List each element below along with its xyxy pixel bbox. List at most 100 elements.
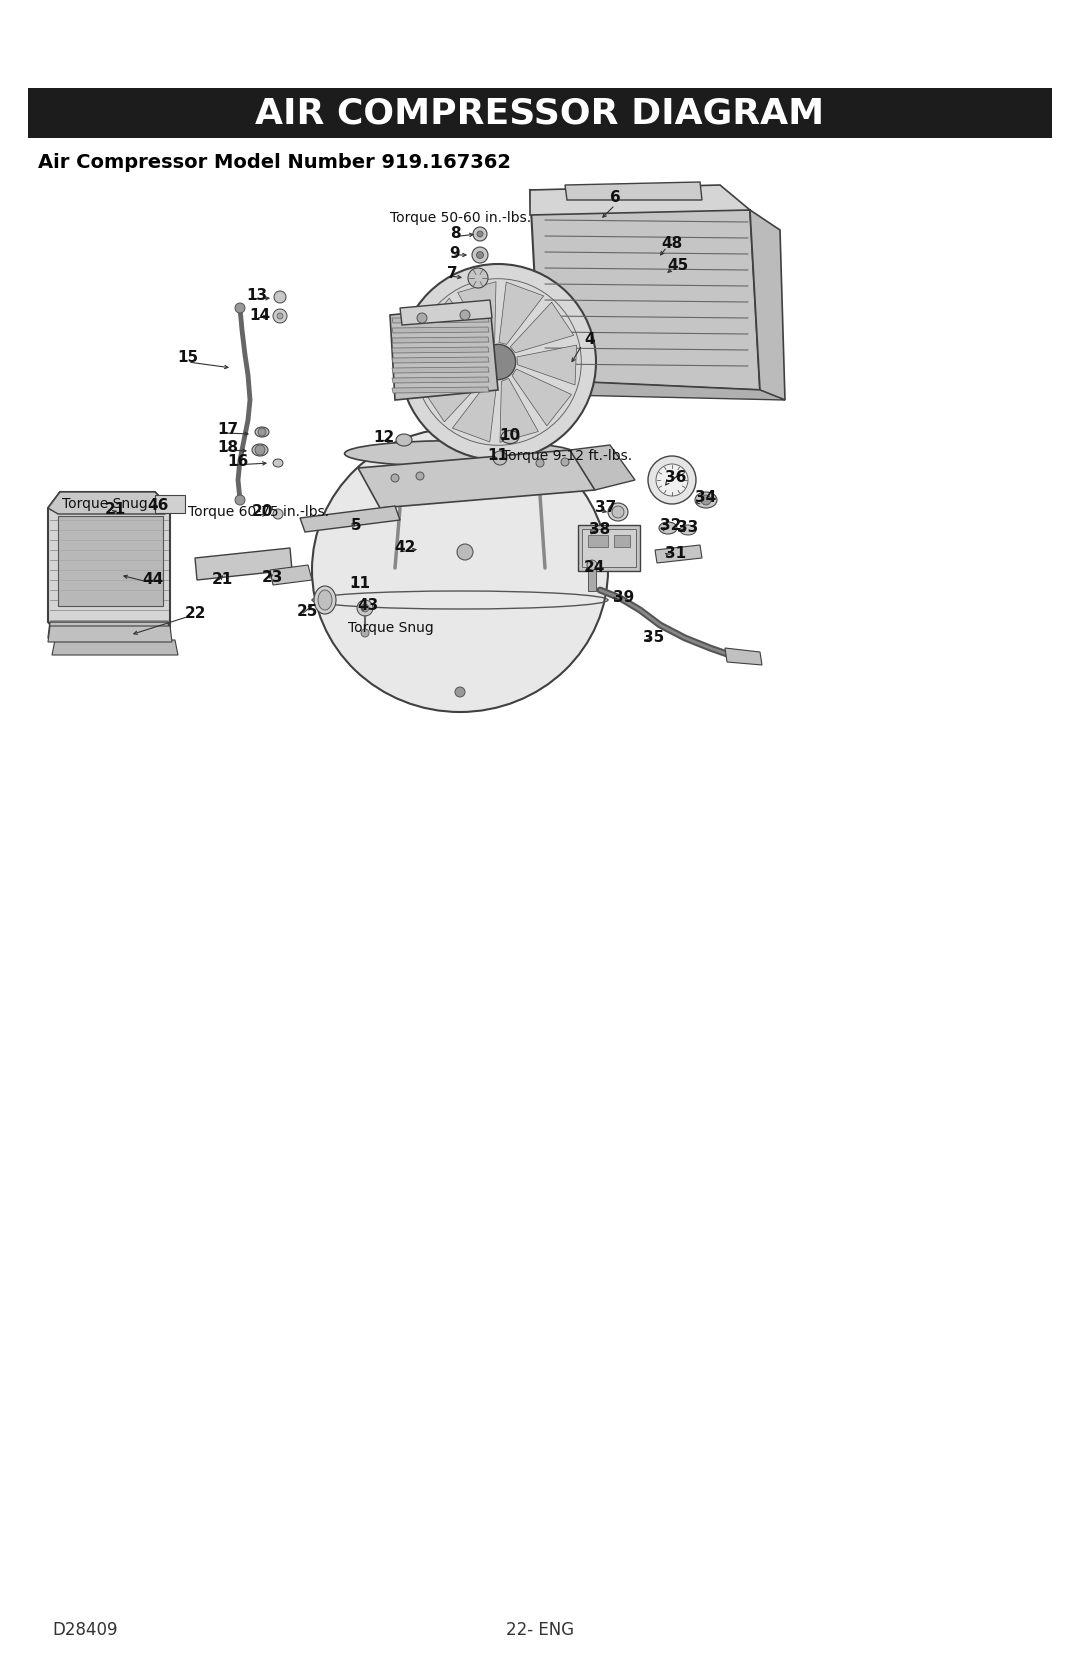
Bar	[615, 536, 630, 547]
Polygon shape	[500, 379, 538, 442]
Bar	[588, 566, 596, 591]
Circle shape	[648, 456, 696, 504]
Polygon shape	[195, 547, 292, 581]
Circle shape	[400, 264, 596, 461]
Circle shape	[417, 314, 427, 324]
Circle shape	[492, 451, 507, 466]
Ellipse shape	[314, 586, 336, 614]
Circle shape	[361, 604, 369, 613]
Polygon shape	[392, 317, 489, 324]
Text: 17: 17	[217, 422, 239, 437]
Polygon shape	[499, 282, 543, 344]
Text: 46: 46	[147, 497, 168, 512]
Polygon shape	[392, 367, 489, 372]
Text: 34: 34	[696, 491, 717, 506]
Polygon shape	[530, 190, 760, 391]
Polygon shape	[512, 369, 571, 426]
Ellipse shape	[696, 492, 717, 507]
Text: 43: 43	[357, 599, 379, 614]
Text: 33: 33	[677, 521, 699, 536]
Circle shape	[612, 506, 624, 517]
Text: 32: 32	[660, 519, 681, 534]
Circle shape	[273, 509, 283, 519]
Circle shape	[561, 457, 569, 466]
Bar	[156, 496, 185, 512]
Text: 22: 22	[186, 606, 206, 621]
Text: 36: 36	[665, 471, 687, 486]
Text: Torque 50-60 in.-lbs.: Torque 50-60 in.-lbs.	[390, 210, 531, 225]
Text: 44: 44	[143, 572, 164, 587]
Circle shape	[656, 464, 688, 496]
Text: 5: 5	[351, 517, 362, 532]
Bar	[58, 516, 163, 606]
Polygon shape	[400, 300, 492, 325]
Circle shape	[468, 269, 488, 289]
Polygon shape	[419, 339, 480, 379]
Circle shape	[258, 427, 266, 436]
Polygon shape	[517, 345, 577, 386]
Polygon shape	[654, 546, 702, 562]
Polygon shape	[511, 302, 573, 352]
Circle shape	[357, 599, 373, 616]
Circle shape	[457, 544, 473, 561]
Bar	[578, 526, 640, 571]
Circle shape	[481, 344, 515, 379]
Circle shape	[274, 290, 286, 304]
Text: Torque Snug: Torque Snug	[348, 621, 434, 634]
Text: 20: 20	[252, 504, 272, 519]
Text: Torque 9-12 ft.-lbs.: Torque 9-12 ft.-lbs.	[502, 449, 632, 462]
Text: 8: 8	[449, 225, 460, 240]
Text: 38: 38	[590, 522, 610, 537]
Circle shape	[455, 688, 465, 698]
Polygon shape	[458, 282, 496, 345]
Ellipse shape	[252, 444, 268, 456]
Bar	[28, 88, 1052, 139]
Text: 37: 37	[595, 501, 617, 516]
Ellipse shape	[501, 431, 519, 444]
Circle shape	[276, 314, 283, 319]
Polygon shape	[530, 185, 750, 215]
Text: Air Compressor Model Number 919.167362: Air Compressor Model Number 919.167362	[38, 152, 511, 172]
Circle shape	[477, 230, 483, 237]
Text: 22- ENG: 22- ENG	[505, 1621, 575, 1639]
Polygon shape	[392, 337, 489, 344]
Ellipse shape	[255, 427, 269, 437]
Circle shape	[391, 474, 399, 482]
Circle shape	[588, 561, 597, 571]
Polygon shape	[422, 371, 486, 422]
Ellipse shape	[608, 502, 627, 521]
Text: 35: 35	[644, 631, 664, 646]
Text: 15: 15	[177, 350, 199, 366]
Text: 12: 12	[374, 429, 394, 444]
Text: 45: 45	[667, 257, 689, 272]
Polygon shape	[392, 347, 489, 354]
Polygon shape	[48, 492, 170, 514]
Text: Torque 60-75 in.-lbs.: Torque 60-75 in.-lbs.	[188, 506, 329, 519]
Circle shape	[273, 309, 287, 324]
Polygon shape	[357, 451, 595, 507]
Text: 31: 31	[665, 546, 687, 561]
Ellipse shape	[659, 522, 677, 534]
Text: 7: 7	[447, 265, 457, 280]
Ellipse shape	[680, 526, 696, 536]
Ellipse shape	[345, 441, 576, 467]
Text: D28409: D28409	[52, 1621, 118, 1639]
Polygon shape	[390, 305, 498, 401]
Text: 16: 16	[228, 454, 248, 469]
Text: 9: 9	[449, 245, 460, 260]
Text: 18: 18	[217, 441, 239, 456]
Circle shape	[476, 252, 484, 259]
Text: 14: 14	[249, 307, 271, 322]
Ellipse shape	[318, 591, 332, 609]
Circle shape	[473, 227, 487, 240]
Text: 42: 42	[394, 541, 416, 556]
Circle shape	[701, 496, 711, 506]
Polygon shape	[48, 626, 172, 643]
Polygon shape	[453, 379, 497, 442]
Polygon shape	[725, 648, 762, 664]
Text: 39: 39	[613, 591, 635, 606]
Polygon shape	[48, 623, 170, 638]
Text: 10: 10	[499, 427, 521, 442]
Bar	[588, 536, 608, 547]
Text: 48: 48	[661, 235, 683, 250]
